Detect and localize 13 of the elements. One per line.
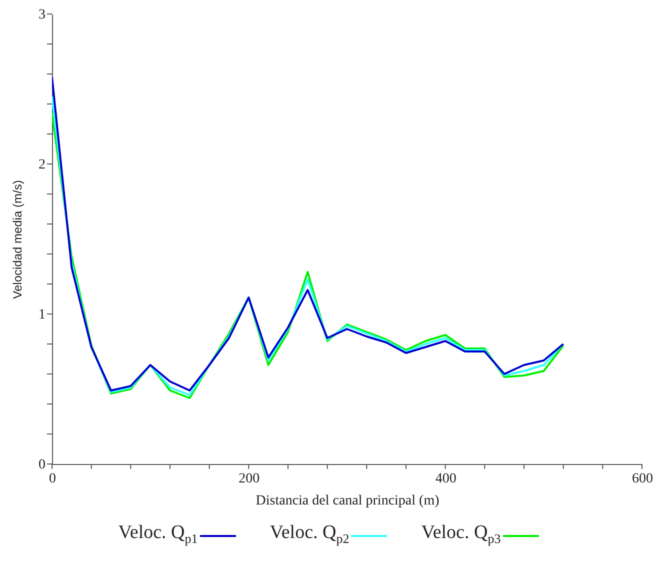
y-tick-label: 2 [38,158,46,172]
legend-label: Veloc. Q$_{p3}$ [421,522,501,547]
y-axis-title: Velocidad media (m/s) [10,180,24,299]
y-tick-label: 1 [38,308,46,322]
y-tick-label: 3 [38,8,46,22]
legend-label: Veloc. Q$_{p1}$ [118,522,198,547]
y-tick-label: 0 [38,458,46,472]
x-axis-title: Distancia del canal principal (m) [256,494,440,508]
legend-label: Veloc. Q$_{p2}$ [270,522,350,547]
x-tick-label: 400 [435,472,456,486]
x-tick-label: 600 [632,472,653,486]
x-tick-label: 200 [238,472,260,486]
x-tick-label: 0 [49,472,56,486]
